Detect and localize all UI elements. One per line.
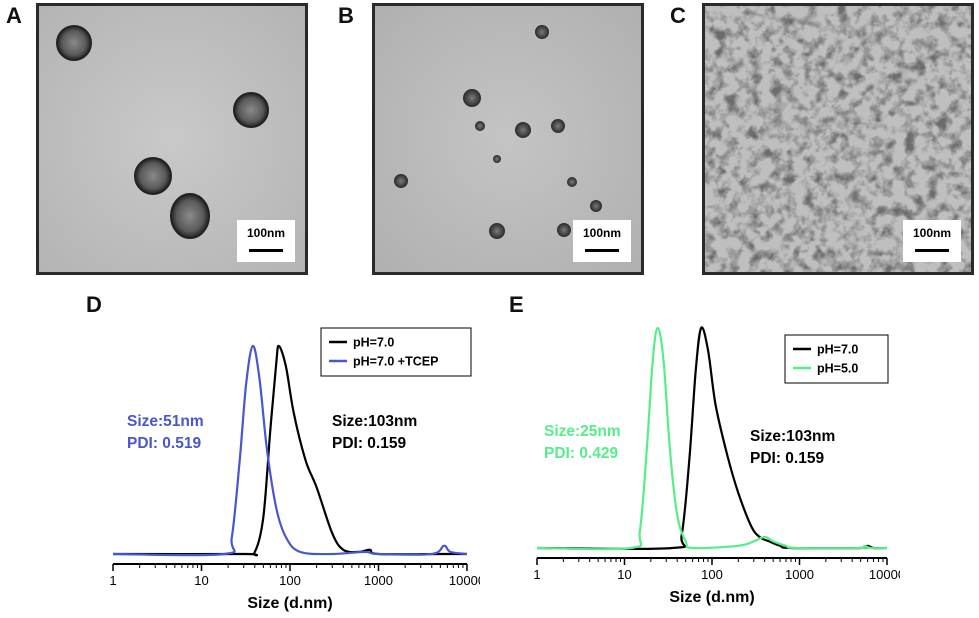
legend: pH=7.0 pH=7.0 +TCEP xyxy=(320,327,472,377)
legend-label: pH=7.0 +TCEP xyxy=(353,355,438,369)
scale-bar-label: 100nm xyxy=(582,226,622,240)
series-line-1 xyxy=(112,344,467,557)
legend-box xyxy=(320,327,472,377)
x-tick-label: 1 xyxy=(109,573,116,588)
x-tick-label: 10000 xyxy=(449,573,480,588)
nanoparticle xyxy=(535,25,549,39)
panel-label-b: B xyxy=(338,3,354,28)
scale-bar-line xyxy=(585,249,619,252)
annotation-text: PDI: 0.159 xyxy=(750,450,824,467)
nanoparticle xyxy=(233,92,269,128)
annotation-text: PDI: 0.159 xyxy=(332,435,406,452)
annotation-text: Size:103nm xyxy=(332,413,417,430)
annotation-text: Size:103nm xyxy=(750,428,835,445)
x-tick-label: 10 xyxy=(194,573,208,588)
nanoparticle xyxy=(56,25,92,61)
nanoparticle xyxy=(567,177,577,187)
scale-bar-b: 100nm xyxy=(573,220,631,262)
scale-bar-c: 100nm xyxy=(903,220,961,262)
scale-bar-a: 100nm xyxy=(237,220,295,262)
nanoparticle xyxy=(493,155,501,163)
nanoparticle xyxy=(489,223,505,239)
scale-bar-label: 100nm xyxy=(912,226,952,240)
micrograph-b: 100nm xyxy=(372,3,644,275)
dls-chart-e: E 1 10 100 1000 10000 Size (d.nm) pH=7.0 pH=5.0 S… xyxy=(509,292,900,606)
micrograph-c: 100nm xyxy=(702,3,974,275)
x-axis-label: Size (d.nm) xyxy=(247,595,332,612)
annotation-text: PDI: 0.429 xyxy=(544,445,618,462)
nanoparticle xyxy=(515,122,531,138)
legend: pH=7.0 pH=5.0 xyxy=(784,334,889,384)
series-line-2 xyxy=(112,344,468,557)
x-tick-label: 10000 xyxy=(869,567,900,582)
micrograph-a: 100nm xyxy=(36,3,308,275)
panel-label-c: C xyxy=(670,3,686,28)
nanoparticle xyxy=(590,200,602,212)
x-tick-label: 10 xyxy=(617,567,631,582)
micrograph-a-image xyxy=(39,6,305,272)
legend-box xyxy=(784,334,889,384)
legend-label: pH=7.0 xyxy=(353,336,394,350)
scale-bar-line xyxy=(915,249,949,252)
series-line-2 xyxy=(536,326,888,551)
nanoparticle-group xyxy=(56,25,269,239)
annotation-text: Size:25nm xyxy=(544,423,621,440)
panel-label-a: A xyxy=(6,3,22,28)
x-tick-label: 100 xyxy=(701,567,723,582)
x-tick-label: 1 xyxy=(533,567,540,582)
annotation-text: PDI: 0.519 xyxy=(127,435,201,452)
nanoparticle xyxy=(475,121,485,131)
x-tick-label: 1000 xyxy=(364,573,393,588)
legend-label: pH=7.0 xyxy=(817,343,858,357)
dls-chart-d: D 1 10 100 1000 10000 Size (d.nm) pH=7.0 pH=7.0 … xyxy=(86,292,480,612)
x-tick-label: 1000 xyxy=(785,567,814,582)
scale-bar-line xyxy=(249,249,283,252)
nanoparticle xyxy=(170,193,210,239)
scale-bar-label: 100nm xyxy=(246,226,286,240)
x-tick-label: 100 xyxy=(279,573,301,588)
panel-label-d: D xyxy=(86,292,102,317)
x-axis-label: Size (d.nm) xyxy=(669,589,754,606)
nanoparticle xyxy=(557,223,571,237)
legend-label: pH=5.0 xyxy=(817,362,858,376)
annotation-text: Size:51nm xyxy=(127,413,204,430)
nanoparticle xyxy=(394,174,408,188)
nanoparticle xyxy=(551,119,565,133)
panel-label-e: E xyxy=(509,292,524,317)
nanoparticle-group xyxy=(394,25,602,239)
nanoparticle xyxy=(463,89,481,107)
nanoparticle xyxy=(134,157,172,195)
